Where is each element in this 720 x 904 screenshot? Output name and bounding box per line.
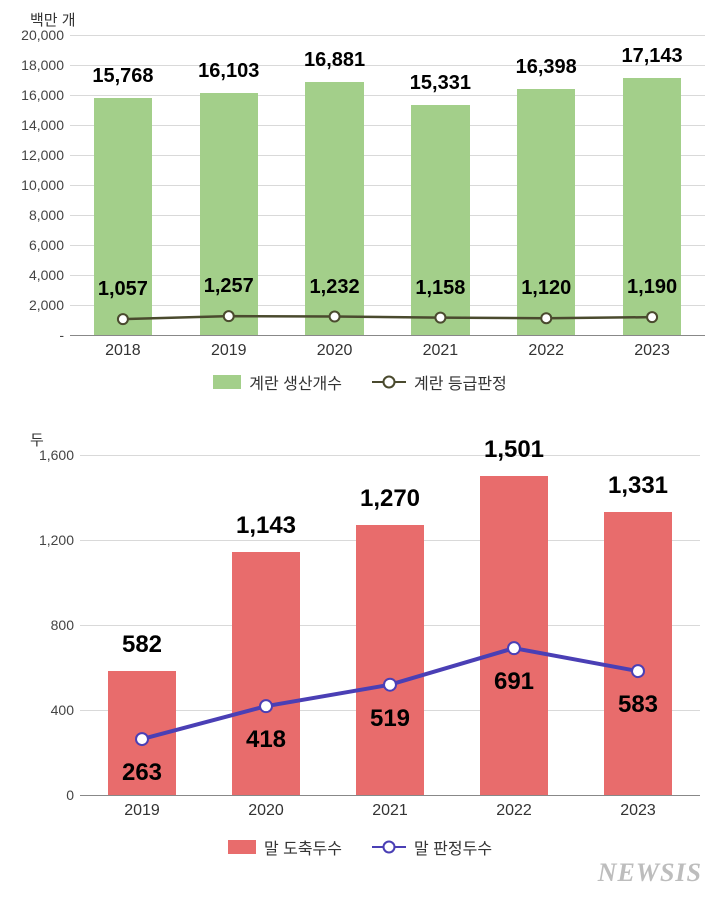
ytick-label: 0 [66, 787, 80, 803]
ytick-label: 2,000 [29, 297, 70, 313]
line-series [80, 455, 700, 795]
watermark: NEWSIS [598, 858, 702, 888]
plot-area: 04008001,2001,6005822631,1434181,2705191… [80, 455, 700, 795]
egg-chart: 백만 개-2,0004,0006,0008,00010,00012,00014,… [0, 0, 720, 430]
ytick-label: 8,000 [29, 207, 70, 223]
legend-swatch [372, 381, 406, 383]
ytick-label: 1,200 [39, 532, 80, 548]
legend: 말 도축두수 말 판정두수 [0, 835, 720, 859]
ytick-label: 20,000 [21, 27, 70, 43]
xtick-label: 2020 [204, 802, 328, 820]
xtick-label: 2022 [493, 342, 599, 360]
ytick-label: 16,000 [21, 87, 70, 103]
plot-area: -2,0004,0006,0008,00010,00012,00014,0001… [70, 35, 705, 335]
legend-label: 말 판정두수 [414, 835, 492, 859]
legend-item-bar: 계란 생산개수 [213, 370, 342, 394]
ytick-label: 4,000 [29, 267, 70, 283]
ytick-label: 12,000 [21, 147, 70, 163]
ytick-label: 14,000 [21, 117, 70, 133]
legend-item-bar: 말 도축두수 [228, 835, 342, 859]
legend-item-line: 계란 등급판정 [372, 370, 507, 394]
ytick-label: 800 [51, 617, 80, 633]
ytick-label: 1,600 [39, 447, 80, 463]
legend-swatch [372, 846, 406, 848]
ytick-label: 18,000 [21, 57, 70, 73]
xaxis: 201820192020202120222023 [70, 342, 705, 360]
xtick-label: 2021 [387, 342, 493, 360]
xtick-label: 2023 [599, 342, 705, 360]
legend-label: 말 도축두수 [264, 835, 342, 859]
xtick-label: 2019 [80, 802, 204, 820]
legend-swatch [213, 375, 241, 389]
xtick-label: 2023 [576, 802, 700, 820]
ytick-label: - [59, 327, 70, 343]
horse-chart: 두04008001,2001,6005822631,1434181,270519… [0, 400, 720, 904]
xtick-label: 2021 [328, 802, 452, 820]
gridline [70, 335, 705, 336]
ytick-label: 400 [51, 702, 80, 718]
gridline [80, 795, 700, 796]
ytick-label: 10,000 [21, 177, 70, 193]
xtick-label: 2020 [282, 342, 388, 360]
ytick-label: 6,000 [29, 237, 70, 253]
legend-label: 계란 생산개수 [249, 370, 342, 394]
legend-swatch [228, 840, 256, 854]
legend-item-line: 말 판정두수 [372, 835, 492, 859]
xaxis: 20192020202120222023 [80, 802, 700, 820]
legend: 계란 생산개수 계란 등급판정 [0, 370, 720, 394]
line-series [70, 35, 705, 335]
legend-label: 계란 등급판정 [414, 370, 507, 394]
xtick-label: 2022 [452, 802, 576, 820]
xtick-label: 2018 [70, 342, 176, 360]
xtick-label: 2019 [176, 342, 282, 360]
